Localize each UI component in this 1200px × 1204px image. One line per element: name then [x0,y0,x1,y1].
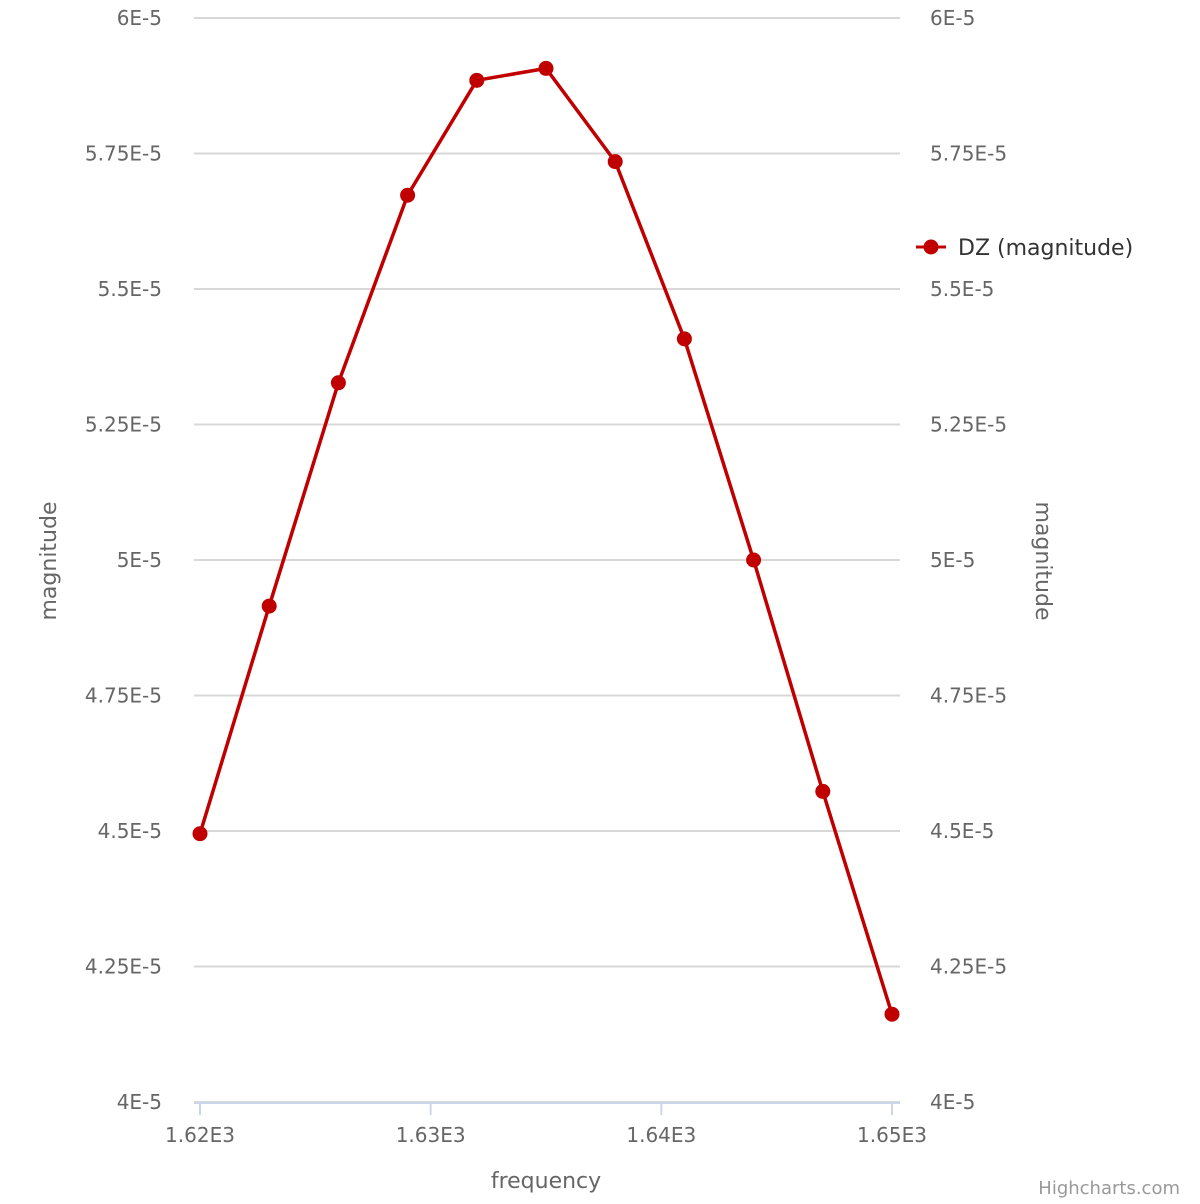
data-point[interactable] [261,598,277,614]
y-tick-label-right: 5.5E-5 [930,277,994,301]
y-tick-label-left: 6E-5 [117,6,162,30]
y-tick-label-left: 5.5E-5 [98,277,162,301]
x-axis-title: frequency [491,1169,601,1194]
credits-link[interactable]: Highcharts.com [1038,1178,1180,1199]
x-tick-label: 1.63E3 [396,1123,466,1147]
series-line [198,66,894,1016]
legend-item-label: DZ (magnitude) [958,236,1133,261]
data-point[interactable] [607,154,623,170]
y-tick-label-right: 4.75E-5 [930,684,1007,708]
data-point[interactable] [538,60,554,76]
y-tick-label-right: 5.25E-5 [930,413,1007,437]
y-axis-left-labels: 4E-5 4.25E-5 4.5E-5 4.75E-5 5E-5 5.25E-5 5.5E-… [85,6,162,1114]
data-point[interactable] [192,826,208,842]
y-tick-label-right: 5.75E-5 [930,142,1007,166]
x-tick-label: 1.65E3 [857,1123,927,1147]
data-point[interactable] [815,783,831,799]
y-tick-label-left: 4E-5 [117,1090,162,1114]
data-point[interactable] [330,375,346,391]
y-tick-label-right: 4.5E-5 [930,819,994,843]
y-tick-label-left: 4.75E-5 [85,684,162,708]
legend[interactable]: DZ (magnitude) [916,236,1133,261]
data-point[interactable] [676,331,692,347]
y-tick-label-left: 5.75E-5 [85,142,162,166]
y-axis-title-right: magnitude [1030,501,1055,620]
legend-marker-swatch [923,239,939,255]
x-tick-label: 1.64E3 [626,1123,696,1147]
y-tick-label-left: 4.5E-5 [98,819,162,843]
y-tick-label-right: 4E-5 [930,1090,975,1114]
y-axis-title-left: magnitude [37,501,62,620]
data-point[interactable] [400,187,416,203]
y-tick-label-left: 5.25E-5 [85,413,162,437]
y-tick-label-right: 6E-5 [930,6,975,30]
x-axis-labels: 1.62E3 1.63E3 1.64E3 1.65E3 [165,1123,927,1147]
y-tick-label-right: 4.25E-5 [930,955,1007,979]
y-tick-label-left: 5E-5 [117,548,162,572]
data-point[interactable] [746,552,762,568]
axes [194,1102,900,1115]
data-point[interactable] [469,72,485,88]
x-tick-label: 1.62E3 [165,1123,235,1147]
y-axis-right-labels: 4E-5 4.25E-5 4.5E-5 4.75E-5 5E-5 5.25E-5 5.5E-… [930,6,1007,1114]
grid-lines [194,17,900,1103]
y-tick-label-right: 5E-5 [930,548,975,572]
data-point[interactable] [884,1006,900,1022]
series-layer [192,60,900,1022]
y-tick-label-left: 4.25E-5 [85,955,162,979]
